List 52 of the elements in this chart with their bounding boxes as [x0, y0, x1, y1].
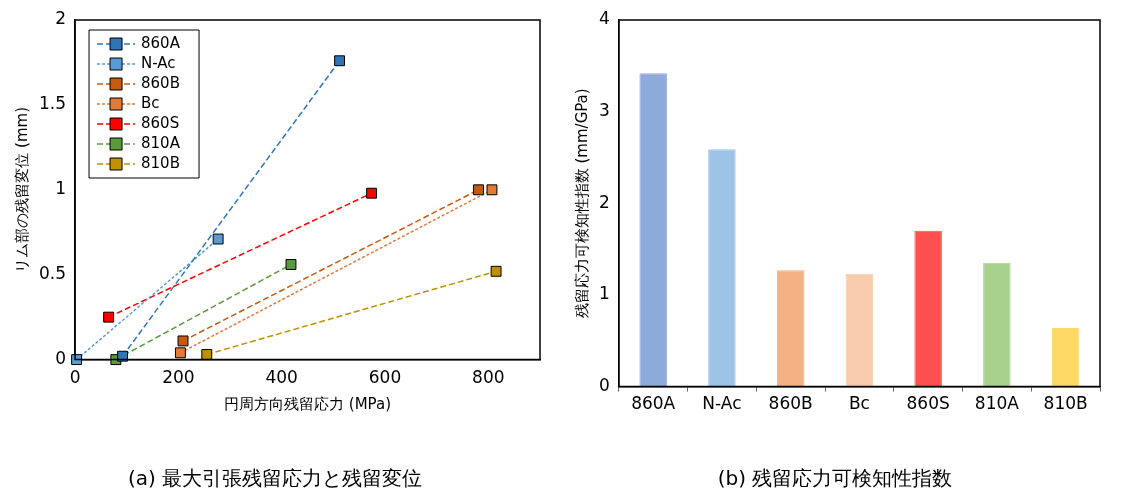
x-tick-label: 800 — [472, 367, 505, 388]
x-tick-label: 600 — [368, 367, 402, 388]
bar — [983, 262, 1011, 387]
point — [212, 233, 224, 245]
y-tick-label: 4 — [598, 8, 610, 29]
bar — [776, 270, 805, 387]
point — [201, 349, 213, 360]
point — [174, 347, 186, 359]
y-tick-label: 2 — [55, 8, 67, 29]
point — [490, 265, 502, 277]
y-tick-label: 3 — [598, 100, 610, 121]
bar — [708, 149, 736, 387]
point — [334, 55, 345, 67]
legend-label: 860B — [141, 73, 180, 92]
text: (a) 最大引張残留応力と残留変位 — [127, 466, 423, 491]
point — [285, 259, 297, 270]
x-tick-label: 860A — [631, 393, 676, 414]
y-tick-label: 2 — [598, 191, 610, 212]
point — [117, 350, 129, 362]
point — [177, 335, 189, 347]
x-tick-label: 860B — [768, 393, 813, 414]
bar — [639, 73, 667, 387]
y-tick-label: 1 — [598, 283, 610, 304]
x-tick-label: Bc — [848, 393, 870, 414]
point — [366, 187, 378, 199]
x-tick-label: 0 — [69, 367, 81, 388]
y-tick-label: 1 — [55, 178, 67, 199]
point — [473, 184, 484, 196]
y-tick-label: 1.5 — [38, 93, 67, 114]
legend-label: 860S — [141, 113, 180, 132]
point — [103, 311, 115, 323]
bar — [845, 273, 874, 387]
y-tick-label: 0 — [55, 348, 67, 369]
legend-label: 860A — [141, 33, 181, 52]
legend-label: N-Ac — [141, 53, 176, 72]
x-tick-label: 400 — [265, 367, 298, 388]
x-axis-title: 円周方向残留応力 (MPa) — [224, 394, 392, 413]
x-tick-label: N-Ac — [702, 393, 742, 414]
y-axis-title: リム部の残留変位 (mm) — [12, 106, 31, 273]
legend-label: Bc — [141, 93, 160, 112]
bar — [1051, 327, 1080, 387]
y-axis-title: 残留応力可検知性指数 (mm/GPa) — [572, 88, 591, 319]
x-tick-label: 810B — [1043, 393, 1088, 414]
x-tick-label: 860S — [906, 393, 950, 414]
bar — [914, 230, 942, 387]
legend-label: 810B — [141, 153, 180, 172]
text: (b) 残留応力可検知性指数 — [717, 466, 953, 491]
y-tick-label: 0.5 — [38, 263, 67, 284]
point — [486, 184, 498, 196]
legend-label: 810A — [141, 133, 181, 152]
x-tick-label: 810A — [974, 393, 1020, 414]
x-tick-label: 200 — [162, 367, 195, 388]
